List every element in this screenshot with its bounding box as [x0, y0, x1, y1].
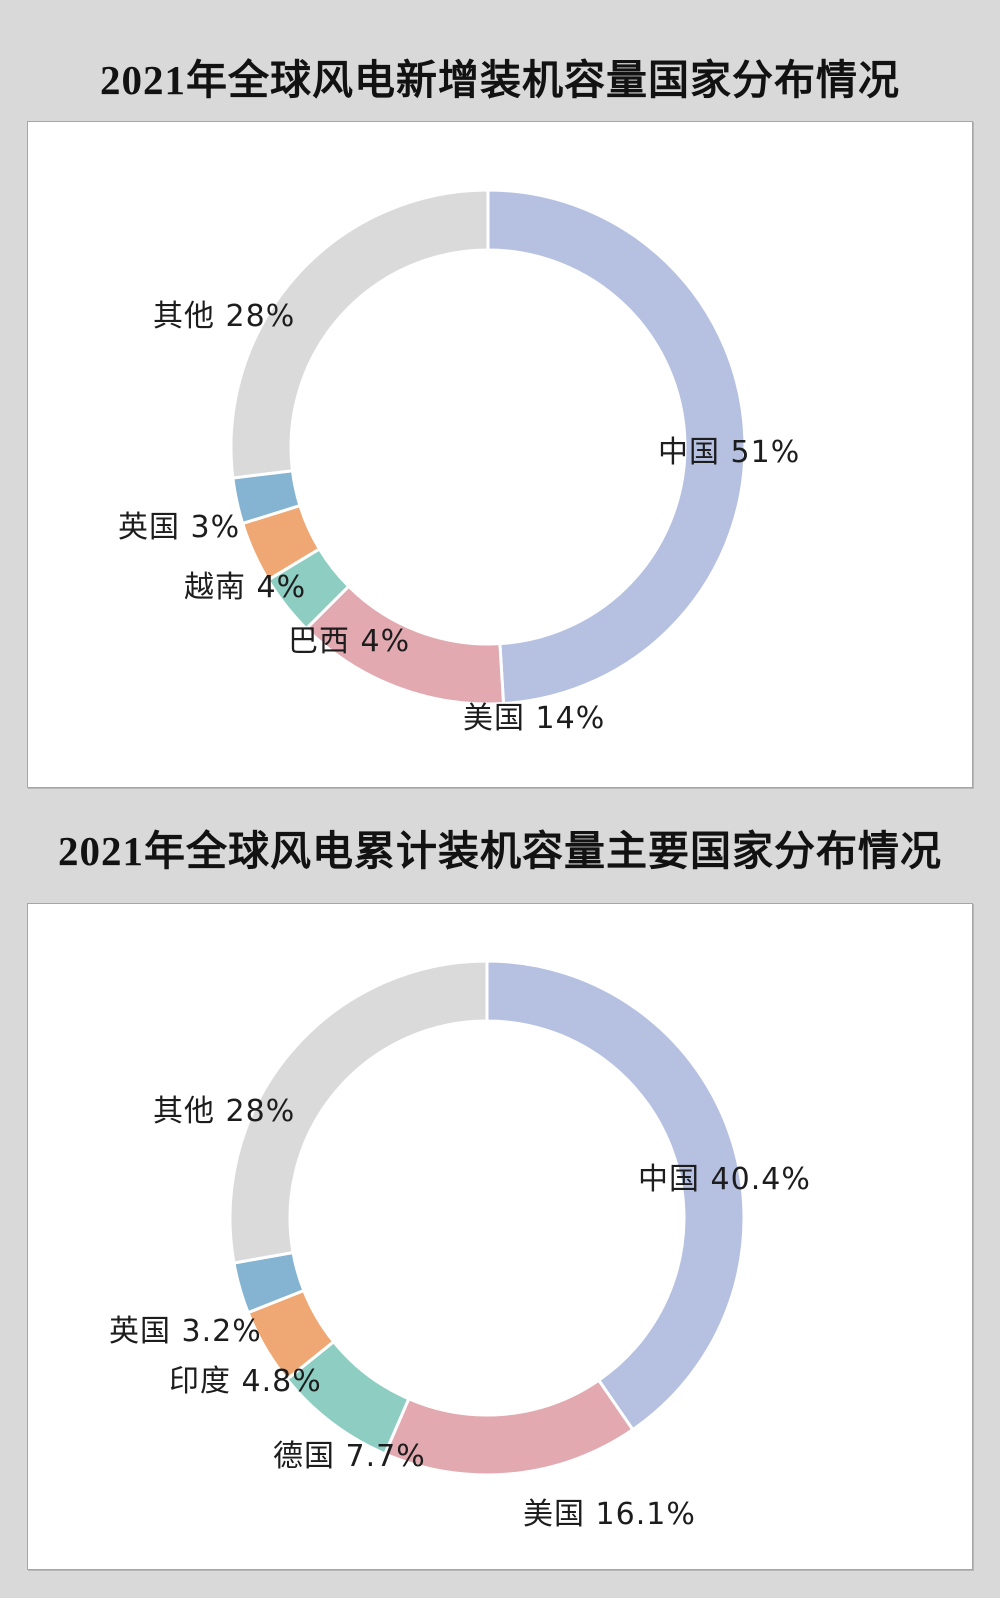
donut-slice-5 — [228, 959, 489, 1265]
slice-label-5: 其他 28% — [153, 299, 296, 334]
slice-label-2: 德国 7.7% — [273, 1439, 426, 1474]
slice-label-2: 巴西 4% — [288, 624, 411, 659]
slice-label-5: 其他 28% — [153, 1094, 296, 1129]
donut-slice-5 — [229, 188, 490, 480]
slice-label-4: 英国 3.2% — [109, 1314, 262, 1349]
slice-label-1: 美国 14% — [463, 701, 606, 736]
slice-label-0: 中国 40.4% — [638, 1162, 811, 1197]
slice-label-3: 印度 4.8% — [169, 1364, 322, 1399]
chart2-panel: 中国 40.4% 美国 16.1% 德国 7.7% 印度 4.8% 英国 3.2% 其他 … — [27, 903, 973, 1570]
chart1-donut — [229, 188, 747, 706]
slice-label-1: 美国 16.1% — [523, 1497, 696, 1532]
slice-label-3: 越南 4% — [184, 570, 307, 605]
slice-label-0: 中国 51% — [658, 435, 801, 470]
chart1-panel: 中国 51% 美国 14% 巴西 4% 越南 4% 英国 3% 其他 28% — [27, 121, 973, 788]
chart2-donut — [228, 959, 746, 1477]
chart2-title: 2021年全球风电累计装机容量主要国家分布情况 — [58, 828, 942, 874]
slice-label-4: 英国 3% — [118, 510, 241, 545]
donut-slice-0 — [486, 188, 747, 706]
donut-slice-0 — [485, 959, 746, 1432]
chart1-title: 2021年全球风电新增装机容量国家分布情况 — [100, 57, 900, 103]
